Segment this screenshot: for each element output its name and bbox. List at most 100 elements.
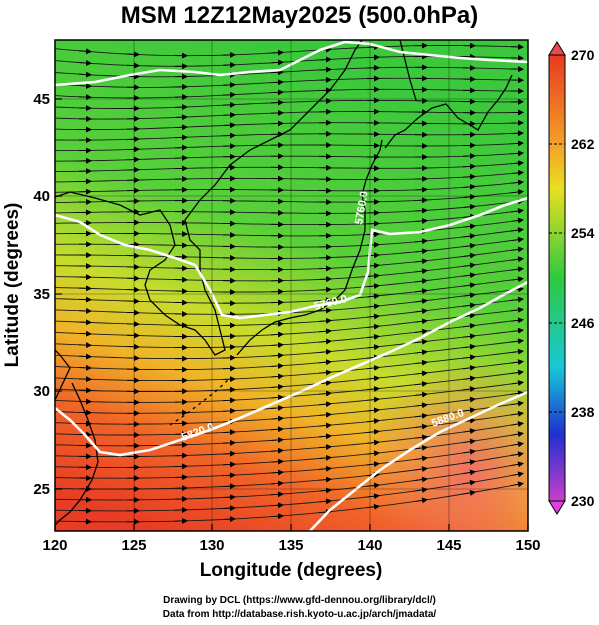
- colorbar: 270 262 254 246 238 230: [548, 41, 595, 515]
- wind-arrow: [270, 352, 284, 359]
- wind-arrow: [414, 258, 428, 265]
- wind-arrow: [270, 69, 284, 76]
- geopotential-contours: [55, 40, 528, 531]
- wind-arrow: [462, 333, 476, 340]
- wind-arrow: [270, 404, 284, 411]
- wind-arrow: [366, 323, 380, 330]
- wind-arrow: [414, 338, 428, 345]
- wind-arrow: [318, 348, 332, 355]
- wind-arrow: [366, 303, 380, 310]
- wind-arrow: [462, 262, 476, 269]
- wind-arrow: [510, 421, 524, 427]
- wind-arrow: [414, 217, 428, 224]
- wind-arrow: [366, 293, 380, 300]
- wind-arrow: [222, 494, 236, 501]
- coastline-china-south: [55, 349, 71, 401]
- x-tick-label: 130: [199, 537, 224, 554]
- wind-arrow: [510, 306, 524, 313]
- coastline-hokkaido: [384, 74, 513, 149]
- wind-arrow: [318, 286, 332, 293]
- wind-arrow: [270, 480, 284, 487]
- wind-arrow: [318, 498, 332, 505]
- x-tick-label: 125: [121, 537, 146, 554]
- wind-arrow: [462, 272, 476, 279]
- y-tick-labels: 45 40 35 30 25: [33, 91, 50, 498]
- y-axis: [55, 98, 62, 490]
- x-tick-label: 140: [357, 537, 382, 554]
- wind-arrow: [462, 407, 476, 414]
- wind-arrow: [510, 246, 524, 253]
- wind-arrow: [510, 179, 524, 186]
- wind-arrow: [414, 328, 428, 335]
- wind-arrow: [510, 169, 524, 176]
- wind-arrow: [366, 461, 380, 468]
- wind-arrow: [510, 481, 524, 488]
- contour-label-5760-a: 5760.0: [353, 190, 371, 225]
- wind-arrow: [222, 111, 236, 118]
- wind-arrow: [366, 439, 380, 446]
- wind-arrow: [222, 450, 236, 457]
- wind-arrow: [366, 482, 380, 489]
- wind-arrow: [270, 383, 284, 390]
- wind-arrow: [78, 71, 92, 78]
- wind-arrow: [318, 328, 332, 335]
- colorbar-top-arrow: [548, 41, 566, 56]
- wind-arrow: [414, 359, 428, 366]
- x-axis-title: Longitude (degrees): [200, 560, 383, 581]
- map-field: 5760.0 5760.0 5820.0 5880.0: [55, 40, 528, 531]
- wind-arrow: [270, 513, 284, 520]
- footer-line-drawing: Drawing by DCL (https://www.gfd-dennou.o…: [163, 595, 436, 606]
- wind-arrow: [510, 160, 524, 167]
- wind-arrow: [414, 349, 428, 356]
- wind-arrow: [510, 348, 524, 355]
- wind-arrow: [414, 497, 428, 504]
- wind-arrow: [462, 302, 476, 309]
- wind-arrow: [510, 359, 524, 366]
- wind-arrow: [414, 423, 428, 430]
- wind-arrow: [510, 390, 524, 397]
- wind-arrow: [78, 60, 92, 67]
- wind-arrow: [126, 51, 140, 58]
- contour-5760: [55, 196, 528, 320]
- wind-arrow: [366, 231, 380, 238]
- chart-title: MSM 12Z12May2025 (500.0hPa): [120, 2, 479, 29]
- wind-arrow: [366, 364, 380, 371]
- colorbar-label: 270: [571, 47, 595, 63]
- wind-arrow: [510, 227, 524, 234]
- wind-arrow: [318, 338, 332, 345]
- wind-arrow: [462, 183, 476, 190]
- wind-arrow: [270, 469, 284, 476]
- wind-arrow: [414, 434, 428, 441]
- colorbar-label: 246: [571, 315, 595, 331]
- wind-arrow: [318, 444, 332, 451]
- y-tick-label: 30: [33, 383, 50, 400]
- wind-arrow: [270, 331, 284, 338]
- wind-arrow: [414, 402, 428, 409]
- wind-arrow: [462, 343, 476, 350]
- wind-arrow: [414, 278, 428, 285]
- wind-arrow: [414, 444, 428, 451]
- streamlines: [55, 42, 524, 525]
- wind-arrow: [78, 48, 92, 55]
- wind-arrow: [462, 396, 476, 403]
- wind-arrow: [462, 354, 476, 361]
- wind-arrow: [462, 163, 476, 170]
- grid-lines: [55, 40, 528, 531]
- wind-arrow: [510, 380, 524, 386]
- wind-arrow: [462, 469, 476, 476]
- wind-arrow: [462, 364, 476, 371]
- footer-credits: Drawing by DCL (https://www.gfd-dennou.o…: [0, 594, 599, 622]
- wind-arrow: [510, 451, 524, 458]
- wind-arrow: [462, 489, 476, 496]
- y-tick-label: 40: [33, 188, 50, 205]
- contour-5760-north: [55, 40, 528, 87]
- x-tick-labels: 120 125 130 135 140 145 150: [42, 537, 540, 554]
- wind-arrow: [222, 472, 236, 479]
- wind-arrow: [414, 476, 428, 483]
- x-tick-label: 150: [515, 537, 540, 554]
- wind-arrow: [318, 359, 332, 366]
- wind-arrow: [270, 426, 284, 433]
- colorbar-label: 262: [571, 136, 595, 152]
- wind-arrow: [366, 428, 380, 435]
- wind-arrow: [462, 459, 476, 466]
